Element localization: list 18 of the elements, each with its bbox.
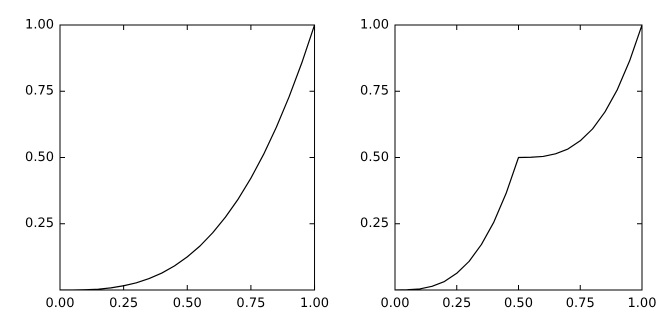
x-tick-label: 0.00 [380, 296, 410, 312]
x-tick-label: 1.00 [628, 296, 656, 312]
x-tick-label: 0.25 [109, 296, 138, 312]
x-tick-label: 0.75 [236, 296, 266, 312]
y-tick-label: 0.25 [25, 216, 54, 232]
y-tick-label: 0.75 [360, 84, 389, 99]
y-tick-label: 0.75 [25, 84, 54, 99]
y-tick-label: 0.50 [360, 150, 389, 165]
x-tick-label: 0.75 [566, 296, 595, 312]
x-tick-label: 0.00 [46, 296, 74, 312]
x-tick-label: 1.00 [300, 296, 330, 312]
y-tick-label: 1.00 [25, 17, 54, 32]
x-tick-label: 0.25 [442, 296, 472, 312]
x-tick-label: 0.50 [172, 296, 202, 312]
y-tick-label: 0.50 [25, 150, 54, 165]
y-tick-label: 0.25 [360, 216, 389, 232]
y-tick-label: 1.00 [360, 17, 389, 32]
x-tick-label: 0.50 [504, 296, 533, 312]
